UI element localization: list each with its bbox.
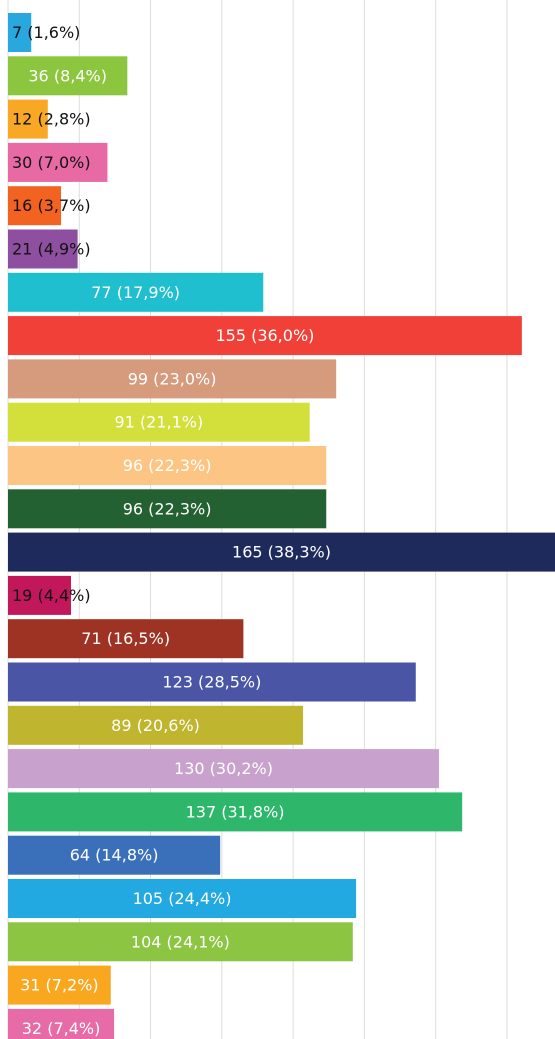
value-label: 19 (4,4%) <box>12 586 91 605</box>
bar <box>8 13 32 52</box>
value-label: 105 (24,4%) <box>133 889 232 908</box>
bar <box>8 186 62 226</box>
bar <box>8 705 304 745</box>
value-label: 96 (22,3%) <box>123 499 212 518</box>
value-label: 123 (28,5%) <box>162 673 261 692</box>
value-label: 89 (20,6%) <box>111 716 200 735</box>
value-label: 64 (14,8%) <box>70 846 159 865</box>
bar <box>8 402 310 442</box>
bar <box>8 229 78 269</box>
bar <box>8 575 71 615</box>
bar <box>8 879 357 918</box>
bar <box>8 272 264 312</box>
value-label: 12 (2,8%) <box>12 110 91 129</box>
bar <box>8 835 221 875</box>
value-label: 7 (1,6%) <box>12 23 80 42</box>
value-label: 99 (23,0%) <box>128 369 217 388</box>
value-label: 71 (16,5%) <box>81 629 170 648</box>
bar <box>8 662 416 702</box>
value-label: 21 (4,9%) <box>12 240 91 259</box>
bar <box>8 99 48 139</box>
value-label: 36 (8,4%) <box>28 66 107 85</box>
value-label: 30 (7,0%) <box>12 153 91 172</box>
bar <box>8 792 463 832</box>
bar <box>8 489 327 529</box>
value-label: 91 (21,1%) <box>114 413 203 432</box>
value-label: 137 (31,8%) <box>186 802 285 821</box>
bar <box>8 56 128 96</box>
value-label: 130 (30,2%) <box>174 759 273 778</box>
bar <box>8 965 111 1005</box>
bar <box>8 619 244 659</box>
bar <box>8 922 353 962</box>
bar <box>8 1008 115 1039</box>
value-label: 104 (24,1%) <box>131 932 230 951</box>
bar <box>8 446 327 485</box>
value-label: 77 (17,9%) <box>91 283 180 302</box>
value-label: 96 (22,3%) <box>123 456 212 475</box>
value-label: 165 (38,3%) <box>232 543 331 562</box>
value-label: 16 (3,7%) <box>12 196 91 215</box>
bar <box>8 749 439 789</box>
value-label: 155 (36,0%) <box>215 326 314 345</box>
value-label: 31 (7,2%) <box>20 976 99 995</box>
bar <box>8 142 108 182</box>
bar <box>8 532 555 572</box>
bar <box>8 359 337 399</box>
value-label: 32 (7,4%) <box>22 1019 101 1038</box>
bar <box>8 316 522 356</box>
